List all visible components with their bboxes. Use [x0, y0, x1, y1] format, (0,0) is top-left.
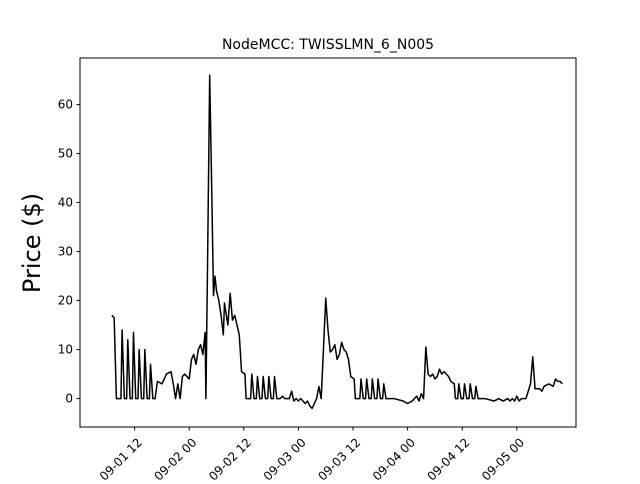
y-tick-label: 40: [58, 196, 73, 210]
y-tick-label: 50: [58, 147, 73, 161]
y-axis: 0 10 20 30 40 50 60: [58, 98, 80, 406]
y-tick-label: 30: [58, 245, 73, 259]
y-tick-label: 60: [58, 98, 73, 112]
y-tick-label: 20: [58, 294, 73, 308]
axes-frame: [79, 57, 577, 428]
plot-area: [111, 74, 563, 410]
y-tick-label: 0: [65, 392, 73, 406]
chart-title: NodeMCC: TWISSLMN_6_N005: [222, 37, 434, 53]
y-tick-label: 10: [58, 343, 73, 357]
y-axis-label: Price ($): [18, 193, 46, 293]
series-line: [111, 74, 563, 410]
